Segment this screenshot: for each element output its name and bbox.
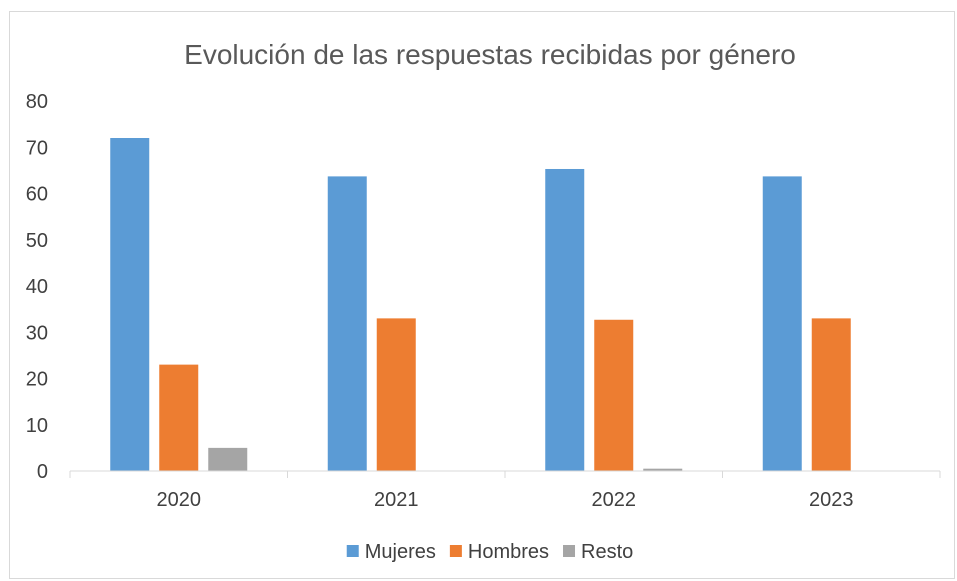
legend-swatch-resto — [563, 545, 576, 557]
legend: Mujeres Hombres Resto — [346, 541, 633, 563]
bar-hombres-2022 — [594, 319, 634, 471]
bar-resto-2020 — [208, 447, 248, 471]
bar-mujeres-2022 — [545, 168, 585, 472]
bar-hombres-2020 — [159, 364, 199, 471]
y-tick-label: 80 — [26, 91, 48, 113]
legend-label-hombres: Hombres — [468, 541, 549, 563]
x-tick-label: 2021 — [374, 489, 419, 511]
y-tick-label: 40 — [26, 276, 48, 298]
y-tick-label: 70 — [26, 137, 48, 159]
bar-resto-2022 — [643, 468, 683, 471]
legend-label-mujeres: Mujeres — [365, 541, 436, 563]
bar-hombres-2023 — [811, 318, 851, 471]
bar-mujeres-2020 — [110, 138, 150, 471]
y-tick-label: 50 — [26, 230, 48, 252]
y-tick-label: 10 — [26, 415, 48, 437]
x-tick-label: 2023 — [809, 489, 854, 511]
y-tick-label: 0 — [37, 461, 48, 483]
y-tick-label: 30 — [26, 322, 48, 344]
y-tick-label: 20 — [26, 369, 48, 391]
bar-hombres-2021 — [376, 318, 416, 471]
x-tick-label: 2020 — [157, 489, 202, 511]
bars-group — [110, 138, 851, 472]
legend-label-resto: Resto — [581, 541, 633, 563]
legend-swatch-hombres — [449, 545, 462, 557]
chart-title: Evolución de las respuestas recibidas po… — [184, 39, 796, 70]
bar-mujeres-2021 — [327, 176, 367, 471]
x-tick-label: 2022 — [592, 489, 637, 511]
y-axis-ticks: 0 10 20 30 40 50 60 70 80 — [26, 91, 48, 483]
x-axis-tickmarks — [69, 471, 941, 478]
y-tick-label: 60 — [26, 184, 48, 206]
legend-swatch-mujeres — [346, 545, 359, 557]
bar-mujeres-2023 — [762, 176, 802, 471]
x-axis-labels: 2020 2021 2022 2023 — [157, 489, 854, 511]
